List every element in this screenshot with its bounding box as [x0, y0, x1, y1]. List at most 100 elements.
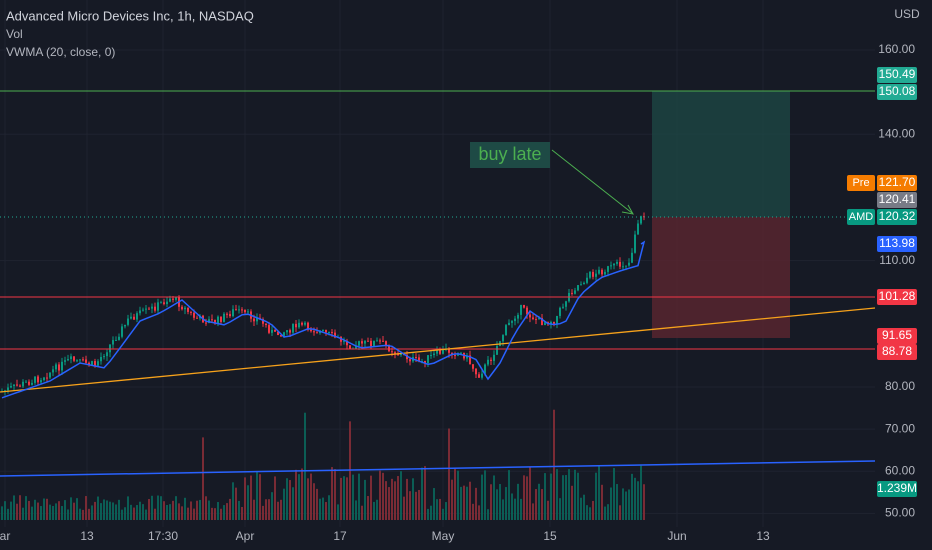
- volume-bar: [205, 496, 207, 520]
- candle-body: [424, 360, 426, 364]
- candle-body: [355, 345, 357, 349]
- candle-body: [4, 390, 6, 392]
- volume-bar: [289, 480, 291, 520]
- volume-bar: [514, 498, 516, 520]
- candle-body: [22, 381, 24, 387]
- candle-body: [469, 355, 471, 365]
- volume-bar: [229, 498, 231, 520]
- candle-body: [298, 322, 300, 328]
- candle-body: [358, 341, 360, 346]
- volume-bar: [517, 483, 519, 520]
- candle-body: [430, 355, 432, 357]
- candle-body: [82, 359, 84, 361]
- volume-bar: [508, 470, 510, 520]
- candle-body: [301, 322, 303, 325]
- volume-bar: [130, 504, 132, 520]
- volume-bar: [322, 497, 324, 520]
- volume-bar: [643, 484, 645, 520]
- candle-body: [394, 352, 396, 354]
- volume-bar: [298, 474, 300, 520]
- volume-bar: [526, 476, 528, 520]
- candle-body: [55, 364, 57, 370]
- volume-bar: [484, 470, 486, 520]
- volume-bar: [568, 469, 570, 520]
- volume-bar: [376, 499, 378, 520]
- volume-bar: [244, 477, 246, 520]
- volume-bar: [247, 485, 249, 520]
- profit-zone: [652, 91, 790, 217]
- candle-body: [556, 315, 558, 324]
- candle-body: [427, 355, 429, 364]
- candle-body: [127, 318, 129, 325]
- candle-body: [361, 341, 363, 344]
- volume-bar: [565, 475, 567, 520]
- candle-body: [31, 382, 33, 385]
- candle-body: [28, 381, 30, 385]
- candle-body: [565, 301, 567, 307]
- volume-bar: [214, 508, 216, 520]
- volume-bar: [292, 487, 294, 520]
- volume-bar: [307, 478, 309, 520]
- volume-bar: [25, 496, 27, 520]
- candle-body: [130, 316, 132, 319]
- candle-body: [217, 316, 219, 324]
- candle-body: [535, 319, 537, 321]
- volume-bar: [442, 508, 444, 520]
- volume-bar: [154, 508, 156, 520]
- price-tag-text: 1.239M: [877, 481, 917, 495]
- price-tick-label: 80.00: [885, 379, 915, 393]
- volume-bar: [280, 499, 282, 520]
- candle-body: [466, 355, 468, 359]
- volume-bar: [415, 491, 417, 520]
- volume-bar: [46, 498, 48, 520]
- time-tick-label: 13: [756, 529, 770, 543]
- volume-bar: [76, 498, 78, 520]
- volume-bar: [592, 500, 594, 520]
- candle-body: [94, 361, 96, 366]
- candle-body: [163, 302, 165, 305]
- volume-bar: [586, 505, 588, 520]
- volume-bar: [580, 497, 582, 520]
- volume-bar: [601, 484, 603, 520]
- volume-bar: [295, 469, 297, 520]
- volume-bar: [343, 476, 345, 520]
- candle-body: [574, 290, 576, 294]
- candle-body: [61, 361, 63, 371]
- volume-bar: [607, 504, 609, 520]
- candle-body: [613, 263, 615, 266]
- price-tag-prefix: [847, 175, 875, 191]
- price-tag-prefix-text: Pre: [852, 177, 869, 189]
- candle-body: [370, 340, 372, 347]
- volume-bar: [181, 506, 183, 520]
- annotation-text: buy late: [478, 144, 541, 164]
- candle-body: [514, 318, 516, 322]
- volume-bar: [145, 509, 147, 520]
- candle-body: [115, 339, 117, 341]
- volume-bar: [541, 489, 543, 520]
- candle-body: [100, 356, 102, 362]
- volume-bar: [640, 465, 642, 520]
- candle-body: [526, 307, 528, 315]
- candle-body: [235, 309, 237, 311]
- candle-body: [583, 282, 585, 285]
- volume-bar: [406, 478, 408, 520]
- volume-bar: [373, 501, 375, 520]
- volume-bar: [355, 500, 357, 520]
- volume-bar: [16, 503, 18, 520]
- indicator-label: Vol: [6, 27, 23, 41]
- volume-bar: [433, 488, 435, 520]
- candle-body: [373, 340, 375, 347]
- candle-body: [439, 350, 441, 354]
- volume-bar: [109, 501, 111, 520]
- volume-bar: [553, 409, 555, 520]
- candle-body: [388, 345, 390, 352]
- volume-bar: [430, 505, 432, 520]
- volume-bar: [532, 503, 534, 520]
- time-axis: [0, 527, 875, 550]
- candle-body: [283, 332, 285, 337]
- candle-body: [487, 359, 489, 365]
- time-tick-label: Jun: [667, 529, 686, 543]
- candle-body: [508, 322, 510, 326]
- volume-bar: [469, 481, 471, 520]
- candle-body: [238, 309, 240, 311]
